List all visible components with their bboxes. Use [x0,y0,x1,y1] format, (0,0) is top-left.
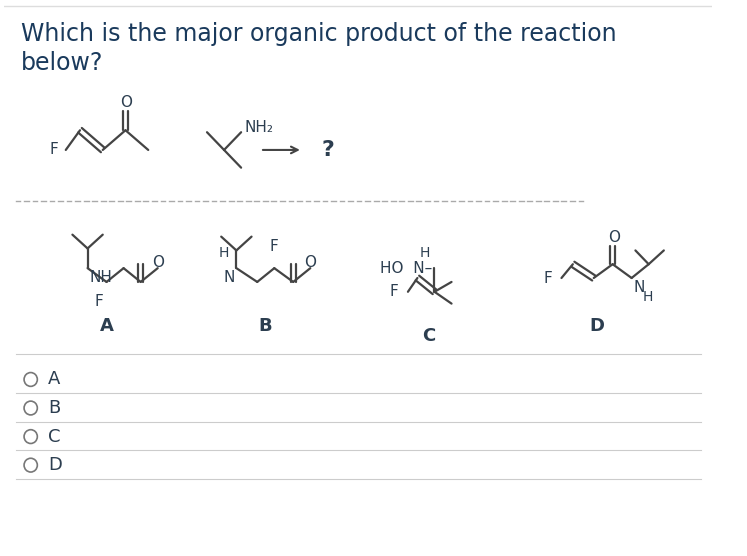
Text: below?: below? [21,52,104,76]
Text: F: F [270,240,279,254]
Text: B: B [258,317,272,335]
Text: D: D [589,317,604,335]
Text: NH₂: NH₂ [245,120,274,135]
Text: H: H [643,290,654,304]
Text: O: O [305,255,317,270]
Text: HO  N–: HO N– [380,261,433,276]
Text: NH: NH [90,270,112,285]
Text: H: H [420,246,430,260]
Text: H: H [218,246,229,260]
Text: C: C [422,327,436,345]
Text: O: O [152,255,164,270]
Text: O: O [120,95,132,110]
Text: ?: ? [322,140,335,160]
Text: Which is the major organic product of the reaction: Which is the major organic product of th… [21,22,617,46]
Text: A: A [99,317,114,335]
Text: N: N [633,280,645,295]
Text: N: N [223,270,235,285]
Text: D: D [48,456,62,474]
Text: F: F [49,142,58,157]
Text: C: C [48,428,61,445]
Text: A: A [48,370,61,389]
Text: F: F [390,284,398,299]
Text: F: F [95,294,103,309]
Text: B: B [48,399,60,417]
Text: F: F [543,271,552,285]
Text: O: O [609,231,621,246]
